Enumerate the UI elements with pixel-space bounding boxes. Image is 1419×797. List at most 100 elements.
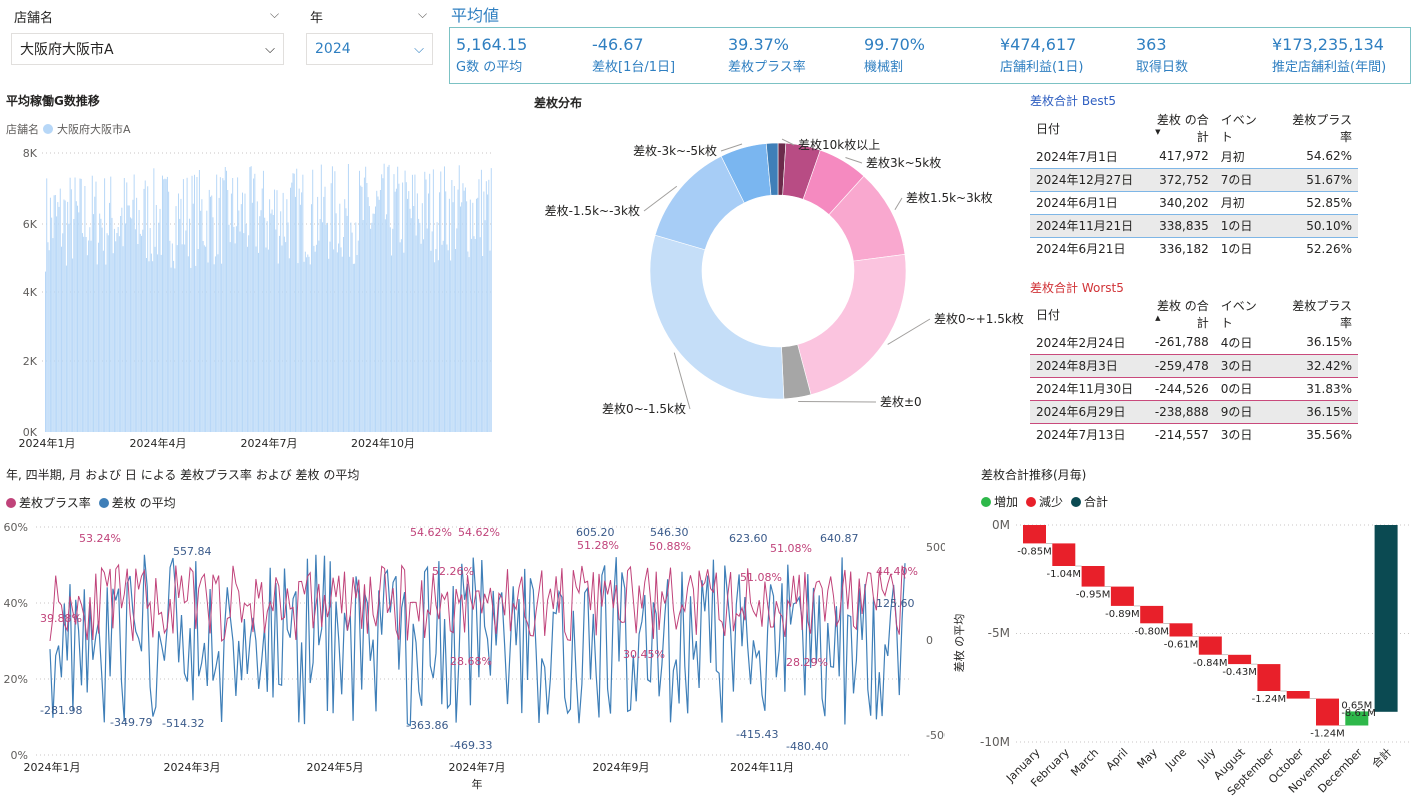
bar[interactable] xyxy=(391,255,393,433)
bar[interactable] xyxy=(331,166,333,433)
bar[interactable] xyxy=(426,228,428,433)
bar[interactable] xyxy=(147,186,149,432)
bar[interactable] xyxy=(377,196,379,433)
bar[interactable] xyxy=(219,177,221,432)
bar[interactable] xyxy=(386,214,388,432)
bar[interactable] xyxy=(483,191,485,433)
bar[interactable] xyxy=(280,211,282,432)
bar[interactable] xyxy=(128,205,130,433)
bar[interactable] xyxy=(323,196,325,432)
bar[interactable] xyxy=(400,239,402,432)
bar[interactable] xyxy=(237,177,239,432)
bar[interactable] xyxy=(46,178,48,432)
bar[interactable] xyxy=(173,260,175,432)
bar[interactable] xyxy=(329,241,331,432)
bar[interactable] xyxy=(142,229,144,432)
bar[interactable] xyxy=(105,264,107,432)
bar[interactable] xyxy=(58,206,60,432)
bar[interactable] xyxy=(170,267,172,432)
bar[interactable] xyxy=(45,271,46,432)
bar[interactable] xyxy=(64,200,66,433)
bar[interactable] xyxy=(228,224,230,432)
bar[interactable] xyxy=(143,188,145,432)
bar[interactable] xyxy=(202,241,204,432)
bar[interactable] xyxy=(191,175,193,433)
donut-slice[interactable] xyxy=(797,254,907,396)
bar[interactable] xyxy=(221,263,223,432)
bar[interactable] xyxy=(245,224,247,432)
column-header[interactable]: 差枚プラス率 xyxy=(1292,113,1352,144)
bar[interactable] xyxy=(185,230,187,433)
bar[interactable] xyxy=(283,236,285,432)
waterfall-bar[interactable] xyxy=(1286,691,1310,699)
bar[interactable] xyxy=(54,195,56,432)
bar[interactable] xyxy=(278,235,280,432)
bar[interactable] xyxy=(176,245,178,432)
bar[interactable] xyxy=(223,180,225,432)
bar[interactable] xyxy=(379,190,381,432)
bar[interactable] xyxy=(253,178,255,433)
bar[interactable] xyxy=(431,231,433,432)
bar[interactable] xyxy=(244,193,246,432)
bar[interactable] xyxy=(451,180,453,432)
bar[interactable] xyxy=(319,219,321,432)
bar[interactable] xyxy=(165,179,167,432)
bar[interactable] xyxy=(487,194,489,433)
bar[interactable] xyxy=(461,202,463,432)
bar[interactable] xyxy=(192,203,194,432)
bar[interactable] xyxy=(413,206,415,432)
bar[interactable] xyxy=(317,196,319,432)
bar[interactable] xyxy=(384,219,386,432)
bar[interactable] xyxy=(258,252,260,432)
bar[interactable] xyxy=(203,245,205,432)
combo-line-chart[interactable]: 53.24% 39.88% 54.62% 54.62% 52.26% 28.68% 51.2… xyxy=(0,515,945,797)
bar[interactable] xyxy=(190,267,192,432)
bar[interactable] xyxy=(272,215,274,432)
bar[interactable] xyxy=(362,220,364,432)
bar[interactable] xyxy=(177,193,179,433)
bar[interactable] xyxy=(227,190,229,432)
bar[interactable] xyxy=(453,186,455,432)
bar[interactable] xyxy=(304,251,306,432)
table-row[interactable]: 2024年6月21日 336,182 1の日 52.26% xyxy=(1030,237,1358,260)
bar[interactable] xyxy=(404,170,406,432)
bar[interactable] xyxy=(287,222,289,433)
bar[interactable] xyxy=(214,256,216,432)
bar[interactable] xyxy=(120,216,122,432)
bar[interactable] xyxy=(398,183,400,432)
bar[interactable] xyxy=(107,235,109,432)
bar[interactable] xyxy=(312,169,314,432)
bar[interactable] xyxy=(409,208,411,432)
bar[interactable] xyxy=(255,246,257,433)
bar[interactable] xyxy=(213,264,215,432)
bar[interactable] xyxy=(415,235,417,433)
bar[interactable] xyxy=(77,205,79,432)
bar[interactable] xyxy=(266,221,268,432)
bar[interactable] xyxy=(357,240,359,432)
bar[interactable] xyxy=(301,192,303,432)
bar[interactable] xyxy=(207,262,209,433)
chevron-down-icon[interactable]: ⌵ xyxy=(265,41,275,57)
bar[interactable] xyxy=(78,212,80,432)
bar[interactable] xyxy=(118,236,120,432)
chevron-down-icon[interactable]: ⌵ xyxy=(414,41,424,57)
bar[interactable] xyxy=(360,185,362,432)
bar[interactable] xyxy=(222,178,224,432)
bar[interactable] xyxy=(459,206,461,433)
bar[interactable] xyxy=(144,180,146,433)
bar[interactable] xyxy=(226,170,228,433)
year-slicer-collapse-icon[interactable]: ⌵ xyxy=(418,7,428,21)
bar[interactable] xyxy=(457,189,459,432)
bar[interactable] xyxy=(145,258,147,432)
bar[interactable] xyxy=(480,169,482,433)
bar[interactable] xyxy=(324,186,326,432)
bar[interactable] xyxy=(84,186,86,432)
bar[interactable] xyxy=(90,240,92,432)
bar[interactable] xyxy=(47,242,49,432)
bar[interactable] xyxy=(217,254,219,432)
bar[interactable] xyxy=(441,244,443,432)
bar[interactable] xyxy=(111,217,113,432)
column-header[interactable]: 差枚 の合計 ▼ xyxy=(1139,111,1215,145)
bar[interactable] xyxy=(93,214,95,432)
bar[interactable] xyxy=(269,199,271,432)
